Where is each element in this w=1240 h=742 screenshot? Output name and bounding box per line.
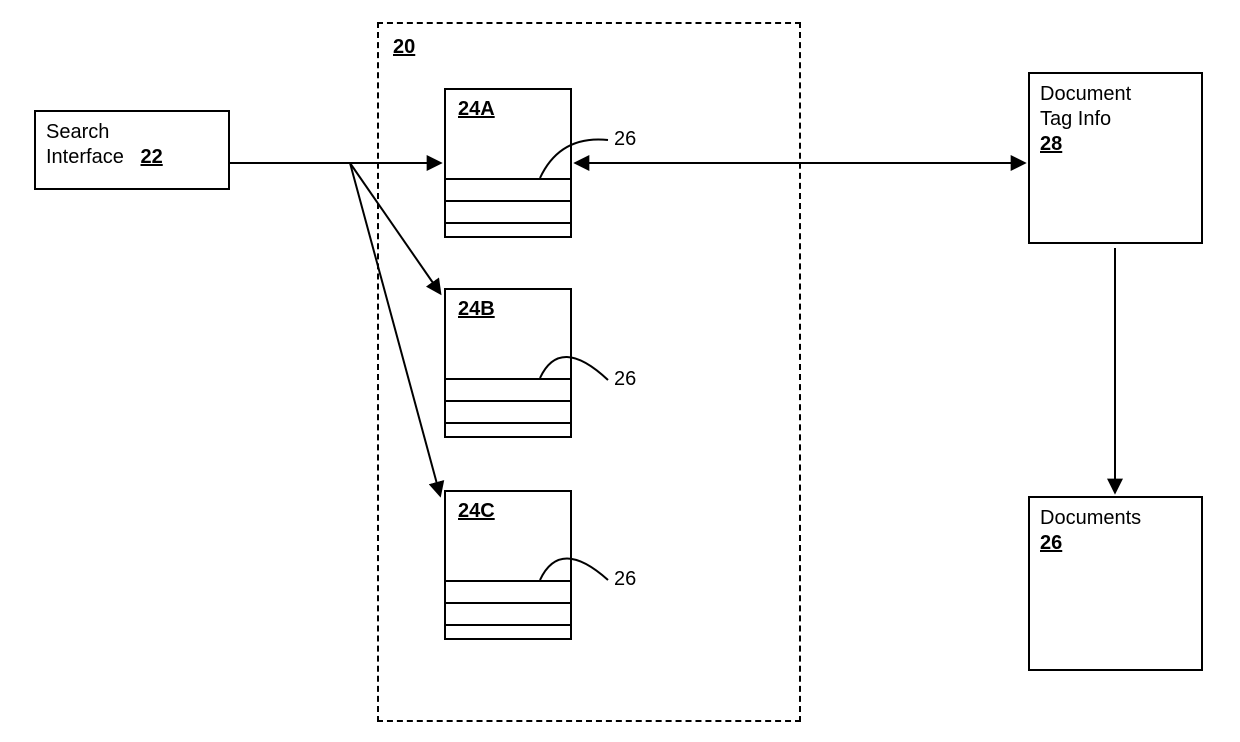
inner-box-24a-line3 (444, 222, 572, 224)
dashed-container-ref: 20 (393, 36, 415, 59)
inner-box-24b-line2 (444, 400, 572, 402)
callout-26-b: 26 (614, 368, 636, 391)
inner-box-24b-line3 (444, 422, 572, 424)
search-interface-box: Search Interface 22 (34, 110, 230, 190)
inner-box-24c-line1 (444, 580, 572, 582)
documents-line1: Documents (1040, 506, 1191, 531)
search-interface-ref: 22 (141, 146, 163, 168)
search-interface-line2: Interface 22 (46, 145, 218, 170)
inner-box-24a: 24A (444, 88, 572, 238)
documents-box: Documents 26 (1028, 496, 1203, 671)
inner-box-24a-line2 (444, 200, 572, 202)
doc-tag-info-line1: Document (1040, 82, 1191, 107)
inner-box-24b: 24B (444, 288, 572, 438)
search-interface-line1: Search (46, 120, 218, 145)
callout-26-a: 26 (614, 128, 636, 151)
dashed-container: 20 (377, 22, 801, 722)
callout-26-c: 26 (614, 568, 636, 591)
doc-tag-info-line2: Tag Info (1040, 107, 1191, 132)
documents-ref: 26 (1040, 531, 1191, 556)
inner-box-24c-line2 (444, 602, 572, 604)
inner-box-24c-line3 (444, 624, 572, 626)
inner-box-24a-line1 (444, 178, 572, 180)
inner-box-24b-label: 24B (458, 298, 495, 321)
inner-box-24a-label: 24A (458, 98, 495, 121)
inner-box-24c: 24C (444, 490, 572, 640)
inner-box-24b-line1 (444, 378, 572, 380)
doc-tag-info-ref: 28 (1040, 132, 1191, 157)
diagram-canvas: 20 Search Interface 22 Document Tag Info… (0, 0, 1240, 742)
inner-box-24c-label: 24C (458, 500, 495, 523)
doc-tag-info-box: Document Tag Info 28 (1028, 72, 1203, 244)
